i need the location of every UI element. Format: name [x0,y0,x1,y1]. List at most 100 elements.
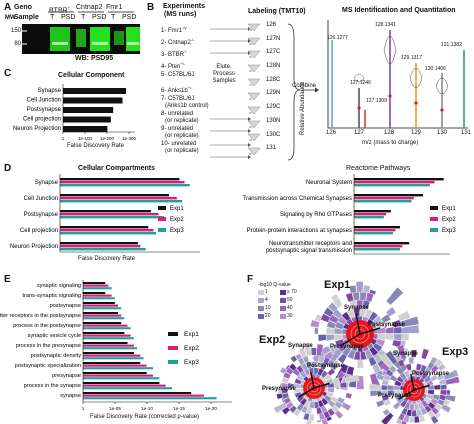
d-right-bar [354,194,423,197]
e-legend-swatch [168,332,178,336]
sunburst-segment [397,310,411,322]
sunburst-segment [393,333,403,341]
d-right-bar [354,226,400,229]
experiment-note: (or replicate) [165,118,199,124]
d-right-category: postsynaptic signal transmission [266,248,352,254]
e-bar [83,377,160,380]
panel-d-label: D [4,163,12,174]
sunburst-segment [381,369,387,376]
sunburst-segment [411,410,417,417]
sun3-label-postsynapse: Postsynapse [412,371,450,377]
e-legend-label: Exp1 [184,331,199,338]
sunburst-segment [387,384,395,391]
experiment-item: 1- Fmr1-/y [161,25,187,34]
sunburst-segment [348,285,357,294]
genotype-brackets [48,11,134,13]
experiment-note: (or replicate) [165,133,199,139]
sunburst-segment [434,358,444,368]
e-bar [83,327,131,330]
tmt-channel: 129C [266,104,281,111]
sunburst-segment [339,382,347,388]
experiment-item: 3- BTBR+ [161,49,187,58]
sunburst-segment [385,306,397,317]
ms-xtick: 128 [384,130,395,136]
sunburst-segment [313,355,320,362]
panel-d-left-title: Cellular Compartments [78,165,156,172]
e-bar [83,344,134,347]
sunburst-segment [399,316,420,328]
d-legend-label: Exp2 [170,217,184,223]
sunburst-pointer [413,384,430,391]
ms-peak-label: 130.1406 [425,66,446,72]
sun2-label-presynapse: Presynapse [262,386,296,392]
panel-f-label: F [247,274,254,285]
sunburst-segment [410,349,417,358]
d-left-bar [60,197,177,200]
sunburst-segment [396,344,407,360]
sunburst-segment [401,333,410,341]
e-category-label: process in the presynapse [16,343,81,349]
e-bar [83,382,160,385]
e-tick-label: 1e-10 [141,406,153,411]
f-legend-swatches [258,290,286,319]
sunburst-segment [445,394,456,403]
sunburst-segment [391,349,402,362]
sunburst-segment [415,363,422,371]
sun1-label-postsynapse: Postsynapse [368,322,406,328]
sunburst-segment [433,384,441,390]
panel-a-label: A [4,2,12,13]
sunburst-segment [445,376,460,385]
sunburst-segment [345,292,354,303]
e-tick-label: 1 [82,406,85,411]
e-bar [83,357,144,360]
e-bar [83,334,131,337]
ms-xlabel: m/z (mass to charge) [362,140,419,146]
c-tick-label: 1e-100 [78,136,93,141]
sunburst-segment [294,391,303,399]
f-legend-value: ≥ 70 [287,289,297,295]
e-bar [83,284,109,287]
f-legend-value: 20 [265,313,271,319]
sunburst-segment [310,347,317,356]
d-legend-swatch [430,217,438,221]
sunburst-segment [379,353,394,368]
e-legend-swatch [168,346,178,350]
c-category-label: Cell projection [23,117,61,123]
sunburst-segment [277,388,282,394]
d-legend-label: Exp1 [442,206,456,212]
ms-peak-label: 131.1382 [441,42,462,48]
tmt-channel: 126 [266,22,277,28]
d-right-bar [354,232,394,235]
sunburst-segment [316,343,324,357]
ms-peak-label: 129.1317 [401,55,422,61]
d-right-bar [354,178,444,181]
c-tick-label: 1e-300 [122,136,137,141]
d-legend-swatch [158,217,166,221]
sunburst-core-ring [306,380,322,396]
sunburst-segment [414,415,420,423]
d-left-bar [60,178,180,181]
experiment-item: 10- unrelated [161,141,197,147]
e-category-label: process in the postsynapse [13,323,81,329]
mw-tick-80: 80 [14,41,21,47]
d-legend-label: Exp1 [170,206,184,212]
experiments-subtitle: (MS runs) [164,11,197,18]
sunburst-core-ring [350,324,370,344]
f-legend-value: 1 [265,289,268,295]
d-left-bar [60,184,190,187]
c-category-label: Neuron Projection [13,126,61,132]
sunburst-segment [443,369,459,381]
d-left-category: Synapse [35,180,59,186]
e-bar [83,392,192,395]
sunburst-segment [400,420,407,424]
sunburst-segment [290,355,298,363]
e-bar [83,372,147,375]
sunburst-segment [356,359,364,369]
panel-c-title: Cellular Component [58,72,125,79]
lane-psd-1: PSD [61,14,76,21]
sunburst-segment [303,342,312,357]
sunburst-segment [441,404,452,413]
sunburst-segment [326,416,333,422]
sun1-label-presynapse: Presynapse [330,344,364,350]
d-legend-label: Exp2 [442,217,456,223]
